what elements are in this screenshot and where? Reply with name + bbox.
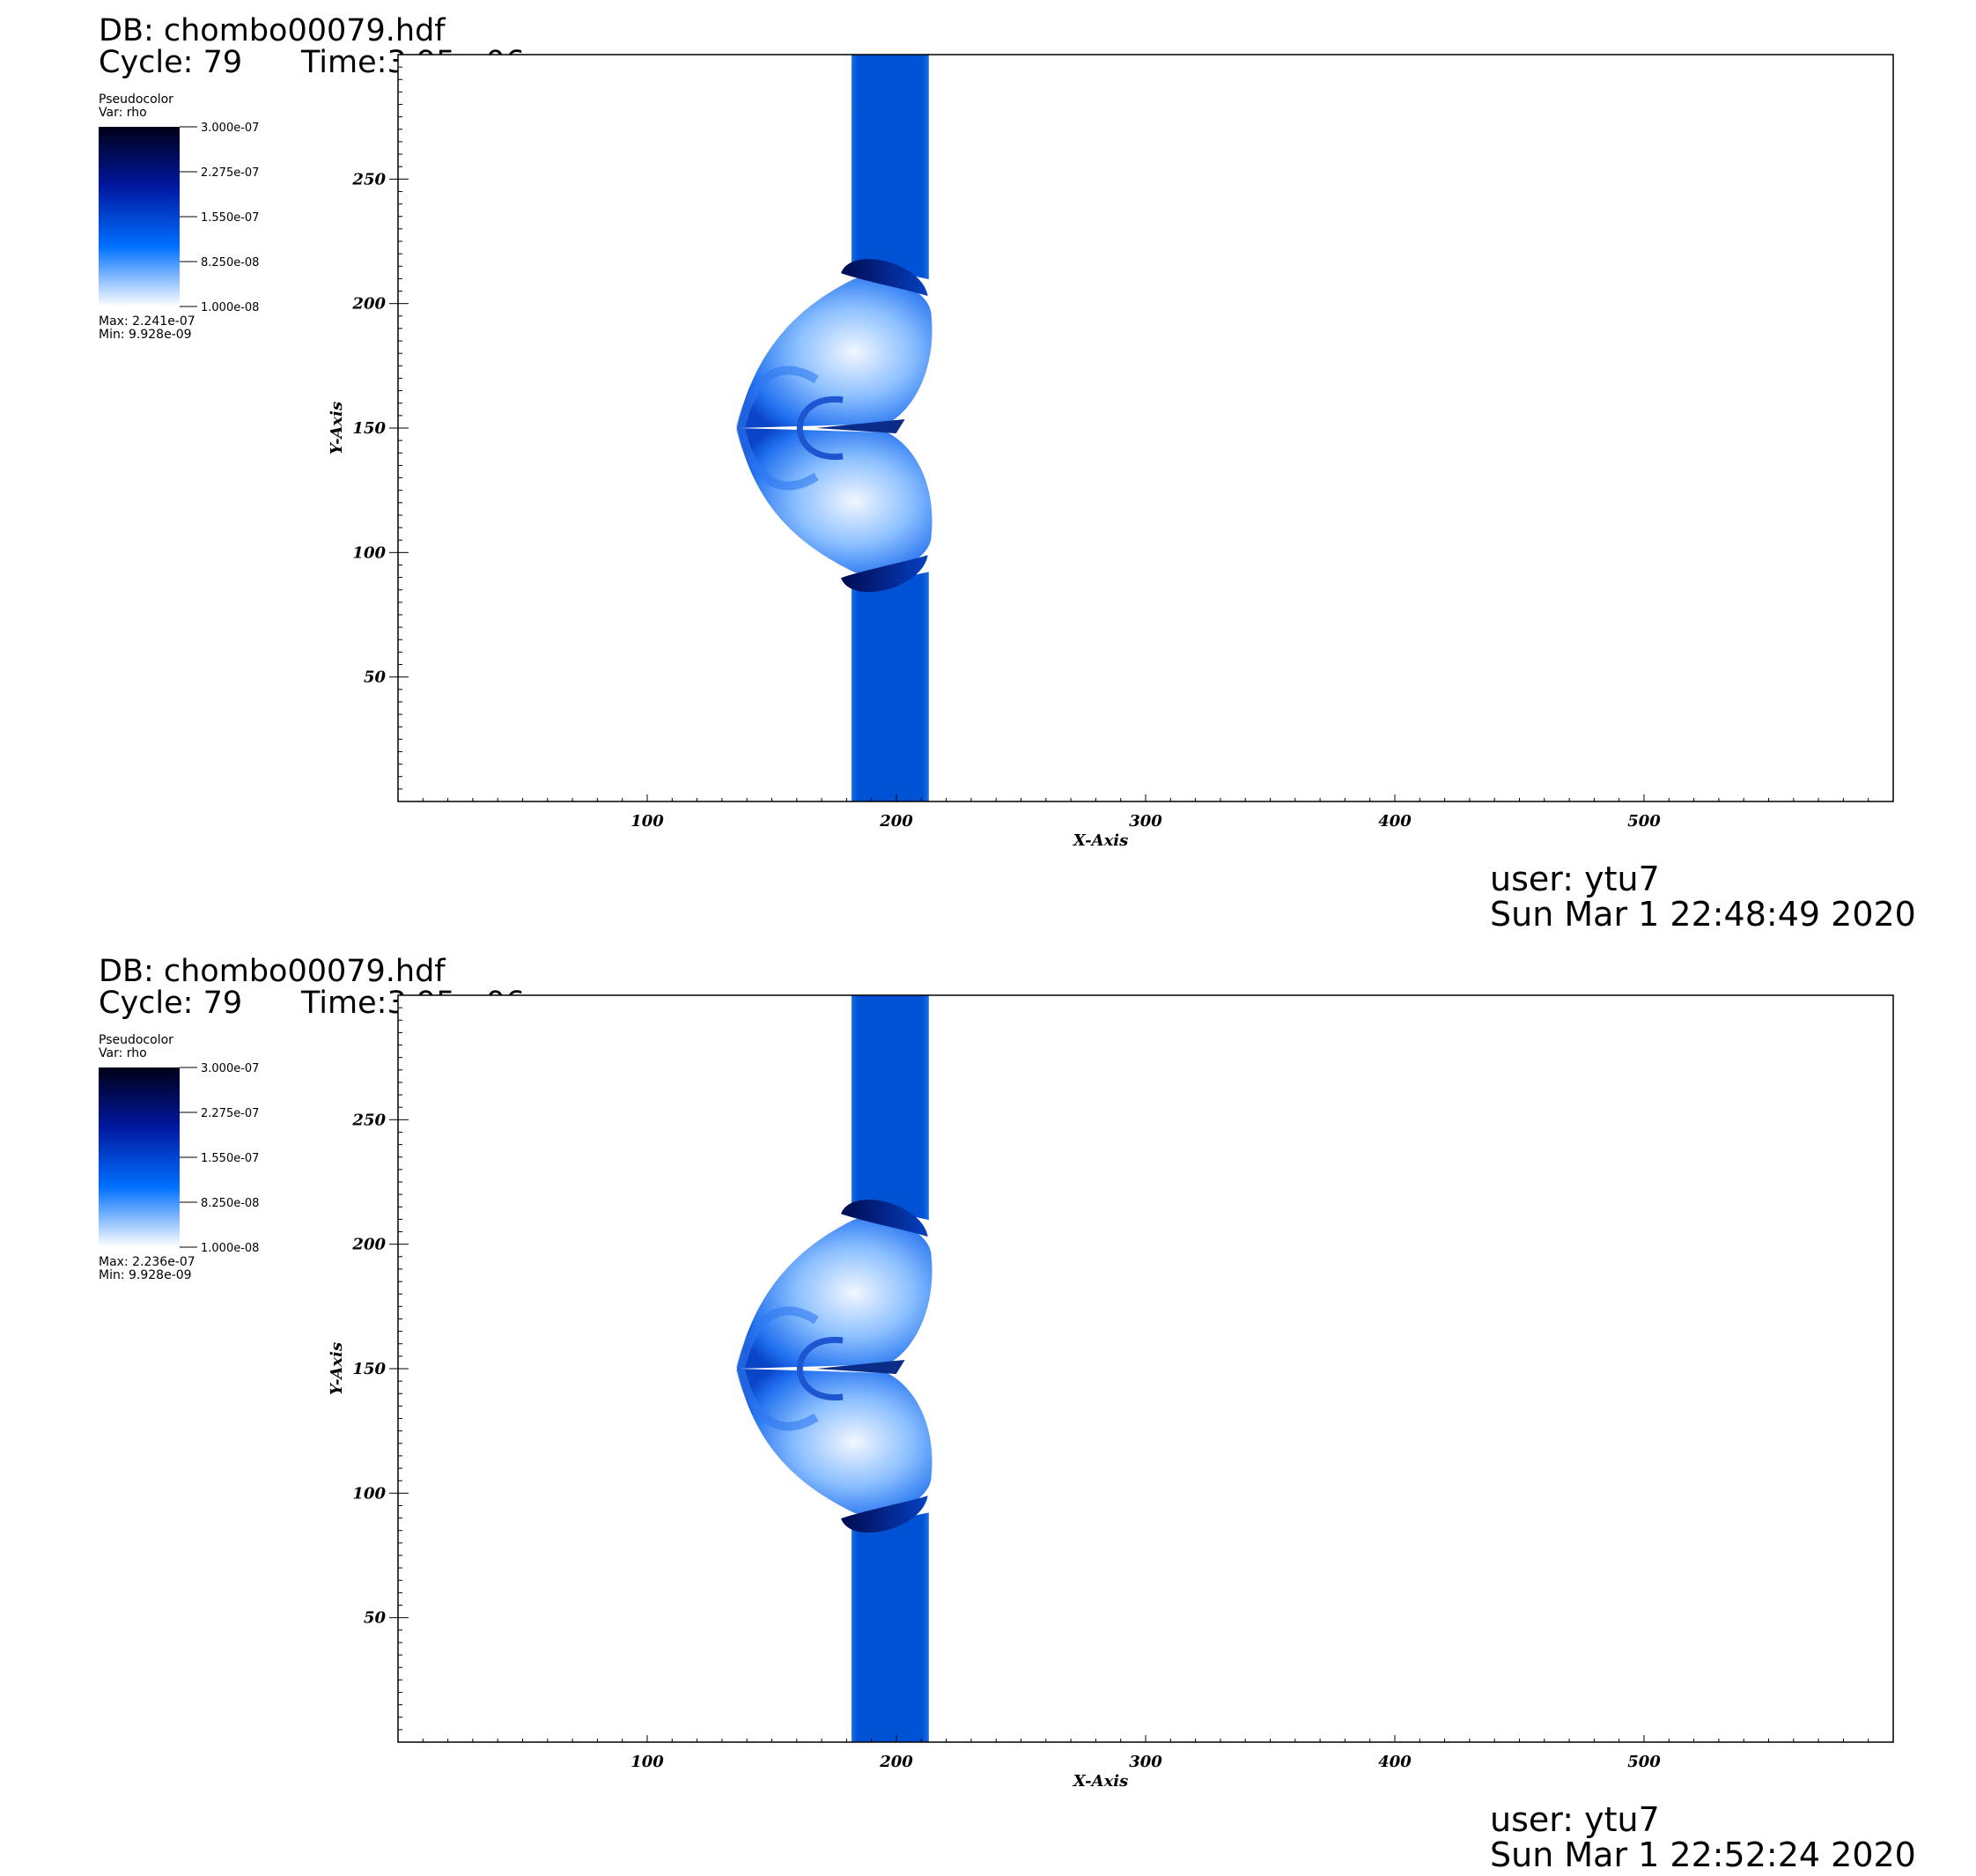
x-tick-label: 200 [879, 812, 913, 831]
inner-vortex-ring [797, 1337, 844, 1400]
y-tick-label: 150 [352, 419, 386, 438]
colorbar [99, 1067, 180, 1247]
central-cusp [816, 419, 905, 433]
x-axis-label: X-Axis [1073, 1772, 1128, 1791]
lower-dense-cap [841, 555, 928, 593]
legend-variable: Var: rho [99, 1046, 147, 1060]
y-tick-label: 100 [352, 543, 386, 562]
plot-panel-2: DB: chombo00079.hdf Cycle: 79 Time:3.95e… [0, 941, 1976, 1876]
y-axis-label: Y-Axis [328, 402, 346, 454]
legend-max: Max: 2.241e-07 [99, 314, 195, 329]
heatmap-plot: 100 200 300 400 500 50 100 150 200 250 X-Axis Y-Axi… [99, 54, 1894, 850]
database-label: DB: chombo00079.hdf [99, 954, 446, 989]
inner-shock-lower [736, 426, 819, 491]
colorbar-tick-label: 3.000e-07 [201, 1062, 259, 1075]
bubble-upper-lobe [736, 276, 933, 428]
inner-shock-upper [736, 1306, 819, 1370]
legend-min: Min: 9.928e-09 [99, 328, 192, 342]
inner-vortex-ring [797, 396, 844, 460]
y-tick-label: 250 [351, 170, 386, 188]
x-tick-label: 200 [879, 1753, 913, 1771]
y-tick-label: 250 [351, 1111, 386, 1129]
cycle-label: Cycle: 79 [99, 986, 243, 1021]
inner-shock-lower [736, 1367, 819, 1431]
colorbar-tick-label: 8.250e-08 [201, 1197, 259, 1210]
density-field [736, 55, 933, 801]
heatmap-plot: 100 200 300 400 500 50 100 150 200 250 X-Axis Y-Axi… [99, 994, 1894, 1791]
colorbar [99, 127, 180, 307]
bubble-lower-lobe [736, 1369, 933, 1516]
y-tick-label: 200 [351, 295, 386, 314]
legend-max: Max: 2.236e-07 [99, 1255, 195, 1269]
x-tick-label: 400 [1378, 812, 1412, 831]
user-label: user: ytu7 [1490, 860, 1660, 898]
x-tick-label: 100 [630, 1753, 664, 1771]
x-tick-label: 100 [630, 812, 664, 831]
x-tick-label: 500 [1627, 1753, 1661, 1771]
y-tick-label: 200 [351, 1236, 386, 1254]
x-tick-label: 300 [1129, 1753, 1162, 1771]
colorbar-tick-label: 1.000e-08 [201, 1242, 259, 1255]
y-tick-label: 100 [352, 1484, 386, 1503]
x-tick-label: 400 [1378, 1753, 1412, 1771]
x-axis-label: X-Axis [1073, 831, 1128, 850]
x-tick-label: 300 [1129, 812, 1162, 831]
central-cusp [816, 1360, 905, 1374]
bubble-upper-lobe [736, 1216, 933, 1369]
database-label: DB: chombo00079.hdf [99, 13, 446, 48]
inner-shock-upper [736, 366, 819, 430]
lower-dense-cap [841, 1496, 928, 1533]
legend-plot-type: Pseudocolor [99, 92, 173, 107]
date-label: Sun Mar 1 22:52:24 2020 [1490, 1835, 1916, 1874]
x-tick-label: 500 [1627, 812, 1661, 831]
cycle-label: Cycle: 79 [99, 45, 243, 80]
bubble-lower-lobe [736, 428, 933, 575]
user-label: user: ytu7 [1490, 1800, 1660, 1839]
colorbar-tick-label: 1.000e-08 [201, 301, 259, 314]
colorbar-tick-label: 3.000e-07 [201, 122, 259, 135]
density-field [736, 995, 933, 1742]
y-tick-label: 150 [352, 1360, 386, 1378]
colorbar-tick-label: 1.550e-07 [201, 1152, 259, 1165]
plot-panel-1: DB: chombo00079.hdf Cycle: 79 Time:3.95e… [0, 0, 1976, 935]
date-label: Sun Mar 1 22:48:49 2020 [1490, 895, 1916, 934]
plot-area [398, 995, 1893, 1742]
upper-dense-cap [841, 259, 928, 297]
y-tick-label: 50 [364, 668, 387, 687]
legend-variable: Var: rho [99, 106, 147, 120]
upper-dense-cap [841, 1200, 928, 1237]
y-axis-label: Y-Axis [328, 1342, 346, 1395]
plot-area [398, 55, 1893, 801]
colorbar-tick-label: 2.275e-07 [201, 1107, 259, 1120]
legend-plot-type: Pseudocolor [99, 1033, 173, 1047]
y-tick-label: 50 [364, 1609, 387, 1628]
colorbar-tick-label: 8.250e-08 [201, 256, 259, 270]
legend-min: Min: 9.928e-09 [99, 1268, 192, 1282]
colorbar-tick-label: 1.550e-07 [201, 211, 259, 225]
colorbar-tick-label: 2.275e-07 [201, 166, 259, 180]
